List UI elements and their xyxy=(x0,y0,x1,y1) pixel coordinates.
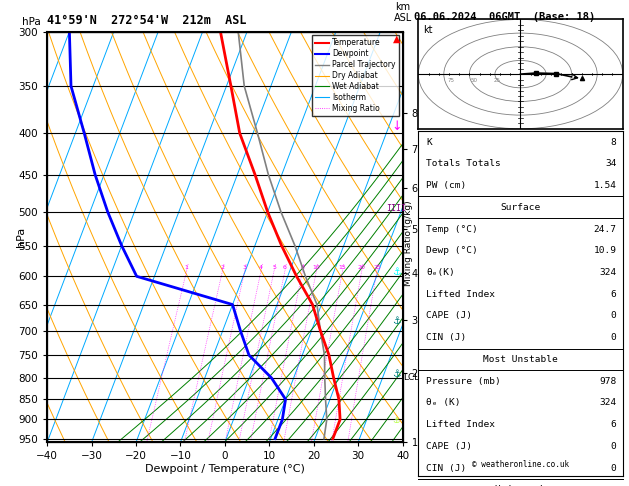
Text: 6: 6 xyxy=(611,290,616,299)
Text: 06.06.2024  06GMT  (Base: 18): 06.06.2024 06GMT (Base: 18) xyxy=(414,12,595,22)
Text: © weatheronline.co.uk: © weatheronline.co.uk xyxy=(472,460,569,469)
Text: Lifted Index: Lifted Index xyxy=(426,420,496,429)
Text: 8: 8 xyxy=(301,265,304,270)
Text: 50: 50 xyxy=(471,78,478,83)
Legend: Temperature, Dewpoint, Parcel Trajectory, Dry Adiabat, Wet Adiabat, Isotherm, Mi: Temperature, Dewpoint, Parcel Trajectory… xyxy=(313,35,399,116)
Text: Temp (°C): Temp (°C) xyxy=(426,225,478,234)
Y-axis label: hPa: hPa xyxy=(16,227,26,247)
Text: ↓: ↓ xyxy=(391,120,401,133)
X-axis label: Dewpoint / Temperature (°C): Dewpoint / Temperature (°C) xyxy=(145,464,305,474)
Text: CAPE (J): CAPE (J) xyxy=(426,312,472,320)
Text: 25: 25 xyxy=(373,265,381,270)
Text: Surface: Surface xyxy=(501,203,540,212)
Text: 10: 10 xyxy=(313,265,320,270)
Text: 324: 324 xyxy=(599,399,616,407)
Text: Pressure (mb): Pressure (mb) xyxy=(426,377,501,386)
Text: θₑ (K): θₑ (K) xyxy=(426,399,461,407)
Text: hPa: hPa xyxy=(22,17,41,28)
Text: CIN (J): CIN (J) xyxy=(426,333,467,342)
Text: 6: 6 xyxy=(611,420,616,429)
Text: 41°59'N  272°54'W  212m  ASL: 41°59'N 272°54'W 212m ASL xyxy=(47,15,247,28)
Text: 5: 5 xyxy=(272,265,276,270)
Text: 34: 34 xyxy=(605,159,616,168)
Text: ⚓: ⚓ xyxy=(392,267,401,277)
Text: Most Unstable: Most Unstable xyxy=(483,355,558,364)
Text: CIN (J): CIN (J) xyxy=(426,464,467,473)
Text: IIII: IIII xyxy=(386,205,406,213)
Text: 0: 0 xyxy=(611,312,616,320)
Text: 25: 25 xyxy=(494,78,501,83)
Text: 978: 978 xyxy=(599,377,616,386)
Text: ⚓: ⚓ xyxy=(392,416,400,425)
Text: km
ASL: km ASL xyxy=(393,2,412,23)
Text: CAPE (J): CAPE (J) xyxy=(426,442,472,451)
Text: 24.7: 24.7 xyxy=(594,225,616,234)
Text: 15: 15 xyxy=(339,265,347,270)
Text: 1.54: 1.54 xyxy=(594,181,616,190)
Text: 324: 324 xyxy=(599,268,616,277)
Text: ⚓: ⚓ xyxy=(392,316,401,326)
Text: 6: 6 xyxy=(283,265,287,270)
Text: Dewp (°C): Dewp (°C) xyxy=(426,246,478,255)
Text: Totals Totals: Totals Totals xyxy=(426,159,501,168)
Text: Mixing Ratio (g/kg): Mixing Ratio (g/kg) xyxy=(404,200,413,286)
Text: 4: 4 xyxy=(259,265,263,270)
Text: 1: 1 xyxy=(185,265,189,270)
Text: Lifted Index: Lifted Index xyxy=(426,290,496,299)
Text: 75: 75 xyxy=(448,78,455,83)
Text: K: K xyxy=(426,138,432,147)
Text: 0: 0 xyxy=(611,442,616,451)
Text: 8: 8 xyxy=(611,138,616,147)
Text: 10.9: 10.9 xyxy=(594,246,616,255)
Text: ⚓: ⚓ xyxy=(392,369,401,379)
Text: PW (cm): PW (cm) xyxy=(426,181,467,190)
Text: 3: 3 xyxy=(243,265,247,270)
Text: 20: 20 xyxy=(358,265,365,270)
Text: 2: 2 xyxy=(221,265,225,270)
Text: ▲: ▲ xyxy=(392,34,400,44)
Text: 0: 0 xyxy=(611,464,616,473)
Text: kt: kt xyxy=(423,25,433,35)
Text: 0: 0 xyxy=(611,333,616,342)
Text: θₑ(K): θₑ(K) xyxy=(426,268,455,277)
Text: LCL: LCL xyxy=(403,373,420,382)
